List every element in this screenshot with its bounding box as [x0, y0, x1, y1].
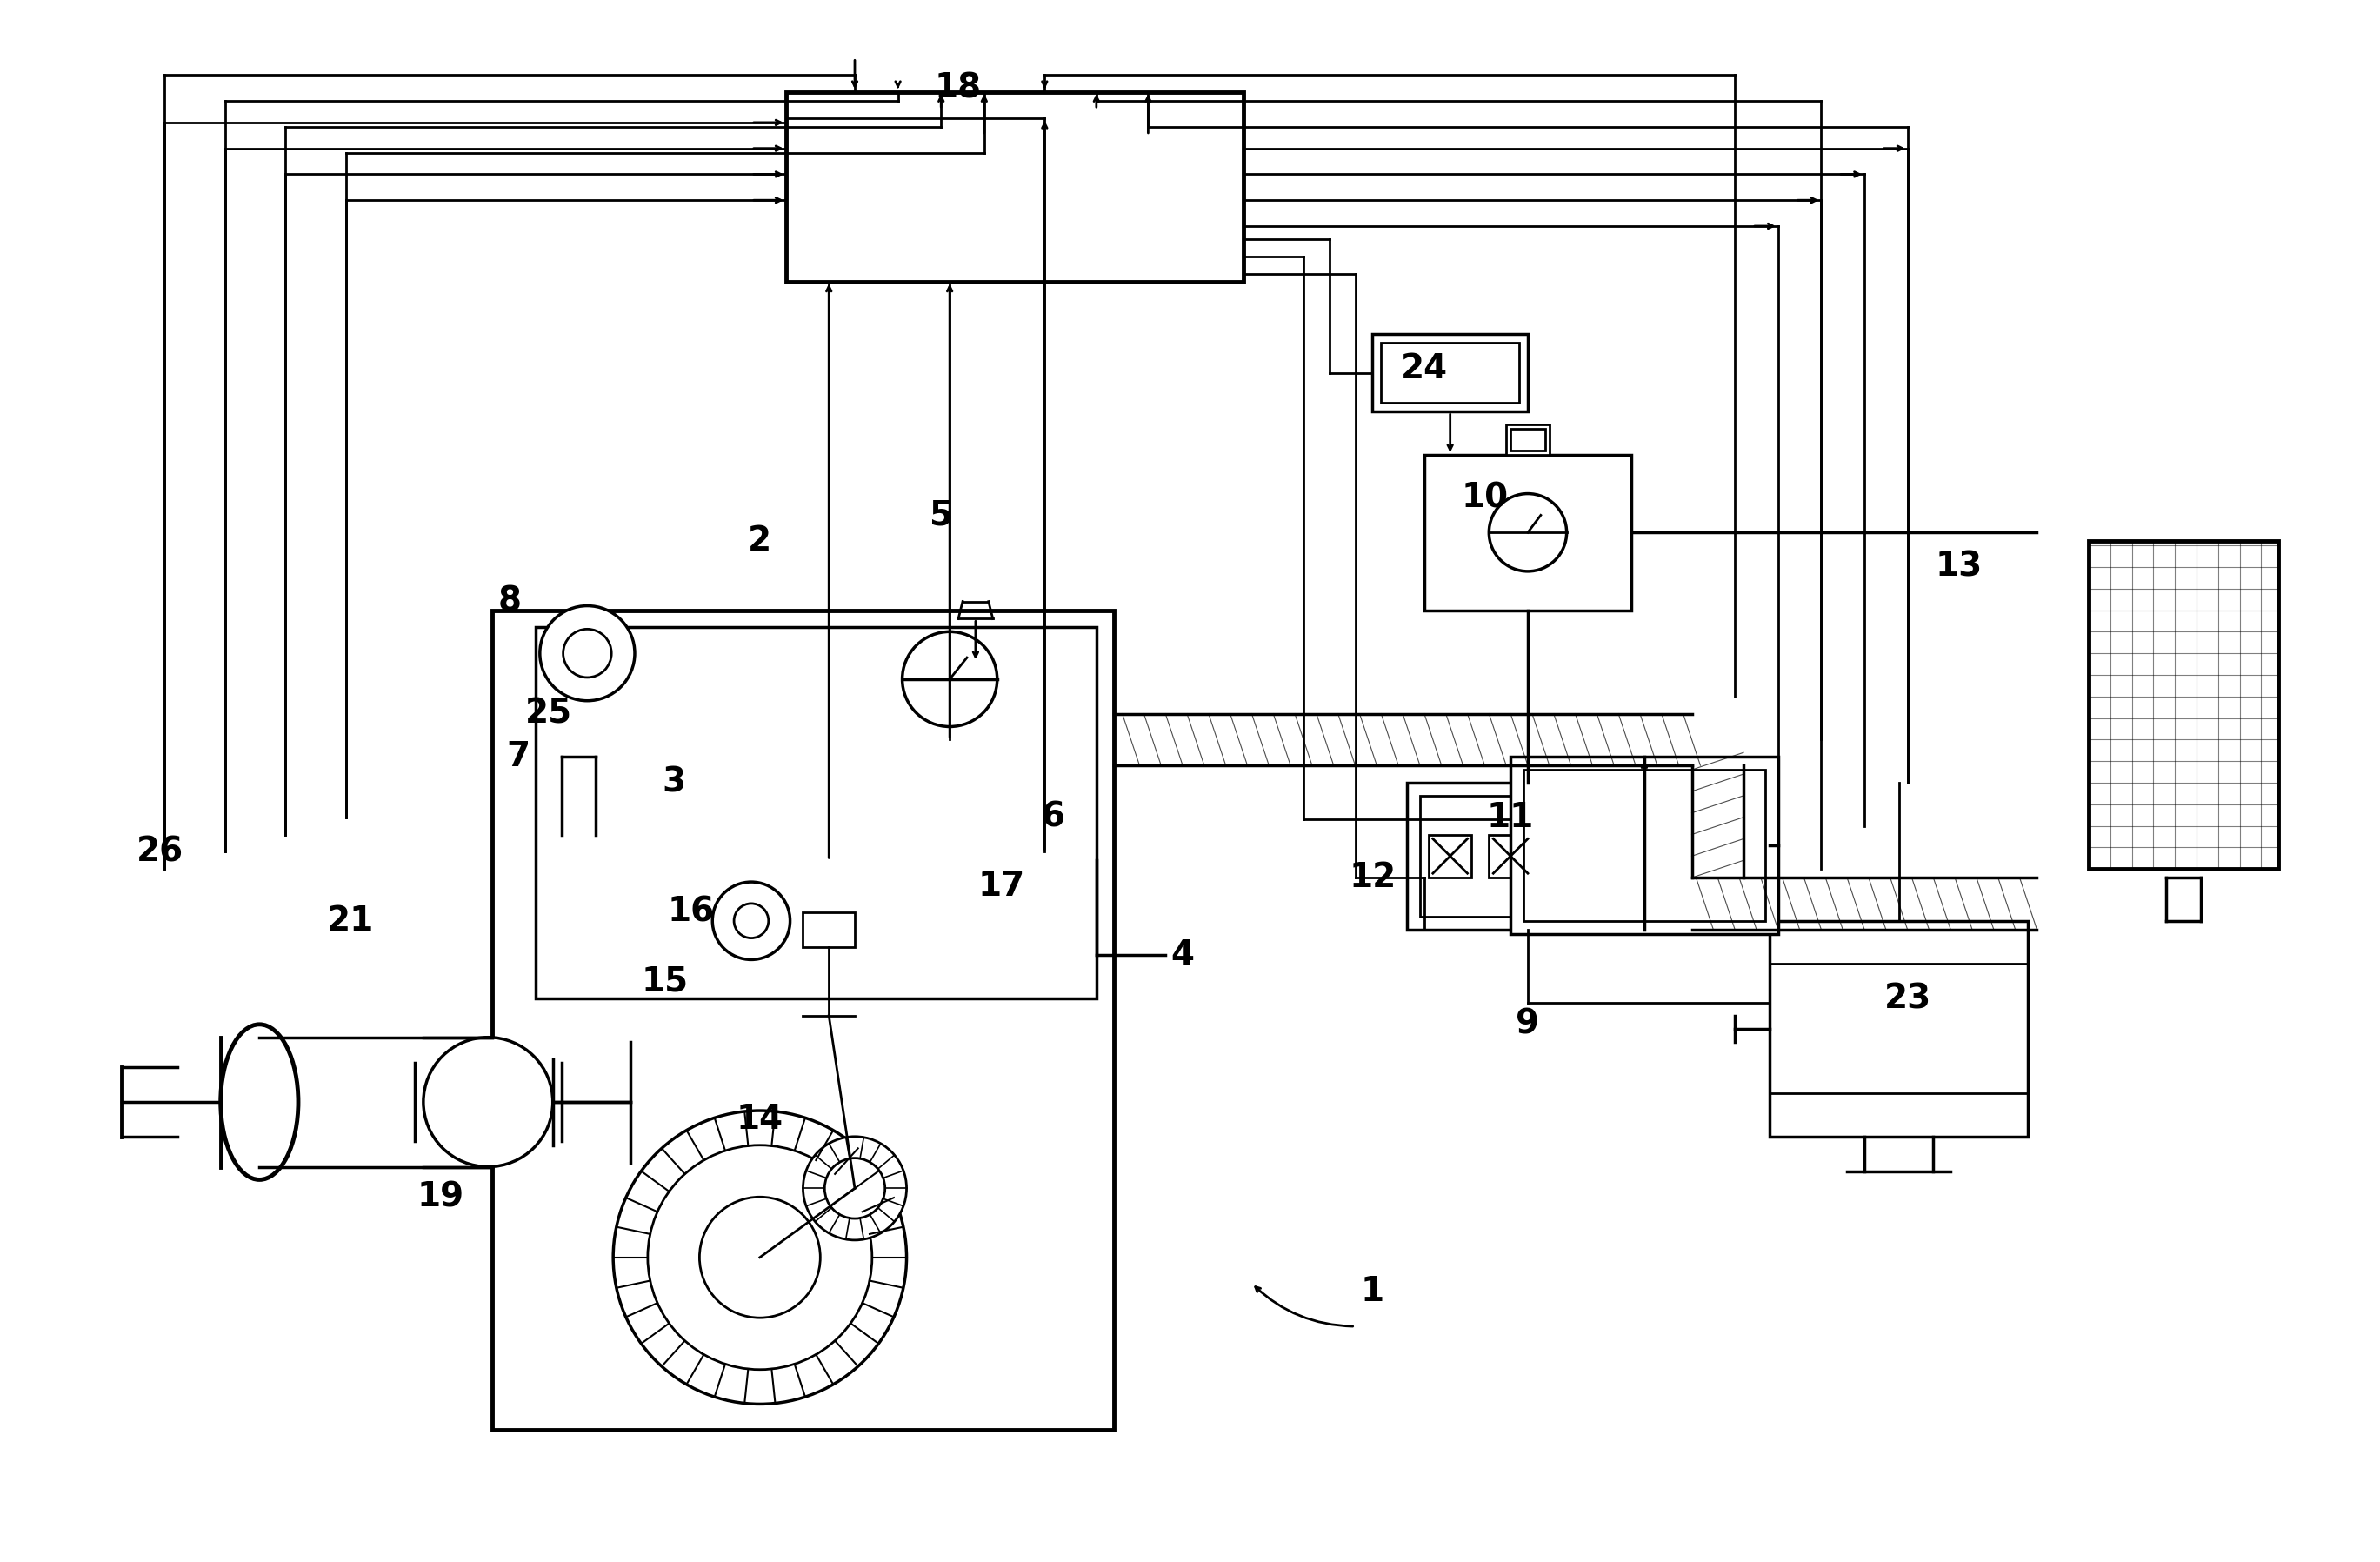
Text: 2: 2 — [747, 525, 771, 558]
Circle shape — [1490, 494, 1566, 572]
Text: 16: 16 — [666, 895, 714, 929]
Circle shape — [540, 606, 635, 701]
Text: 12: 12 — [1349, 861, 1397, 893]
Text: 14: 14 — [735, 1103, 783, 1136]
Text: 15: 15 — [643, 965, 688, 998]
Bar — [493, 611, 1114, 1429]
Text: 9: 9 — [1516, 1007, 1540, 1040]
Circle shape — [733, 903, 769, 939]
Text: 18: 18 — [935, 72, 983, 105]
Ellipse shape — [424, 1037, 552, 1167]
Bar — [2090, 540, 2278, 868]
Bar — [785, 92, 1242, 283]
Circle shape — [902, 631, 997, 726]
Text: 24: 24 — [1402, 351, 1447, 384]
Bar — [1511, 758, 1778, 934]
Text: 11: 11 — [1488, 801, 1535, 834]
Text: 10: 10 — [1461, 481, 1509, 514]
Circle shape — [823, 1157, 885, 1218]
Text: 7: 7 — [507, 740, 531, 773]
Text: 8: 8 — [497, 586, 521, 619]
Text: 25: 25 — [526, 697, 571, 729]
Bar — [1380, 342, 1518, 403]
Text: 17: 17 — [978, 870, 1026, 903]
Bar — [1423, 455, 1630, 611]
Bar — [1421, 795, 1635, 917]
Circle shape — [614, 1111, 907, 1404]
Text: 1: 1 — [1361, 1275, 1385, 1309]
Text: 6: 6 — [1042, 801, 1064, 834]
Bar — [1511, 430, 1545, 450]
Text: 3: 3 — [662, 767, 685, 800]
Text: 19: 19 — [416, 1181, 464, 1214]
Bar — [1428, 834, 1471, 878]
Text: 13: 13 — [1935, 550, 1983, 584]
Bar — [1523, 770, 1766, 922]
Bar — [802, 912, 854, 947]
Text: 4: 4 — [1171, 939, 1195, 972]
Circle shape — [564, 629, 612, 678]
Bar — [1373, 334, 1528, 412]
Bar — [1768, 922, 2028, 1137]
Text: 23: 23 — [1885, 982, 1930, 1015]
Circle shape — [700, 1196, 821, 1318]
Circle shape — [712, 883, 790, 959]
Bar — [536, 628, 1097, 998]
Text: 21: 21 — [326, 904, 374, 937]
Bar — [1490, 834, 1533, 878]
Circle shape — [647, 1145, 871, 1370]
Circle shape — [802, 1137, 907, 1240]
Bar — [1407, 783, 1649, 929]
Text: 5: 5 — [928, 498, 952, 531]
Ellipse shape — [221, 1025, 298, 1179]
Text: 26: 26 — [136, 836, 183, 868]
Bar — [1507, 425, 1549, 455]
